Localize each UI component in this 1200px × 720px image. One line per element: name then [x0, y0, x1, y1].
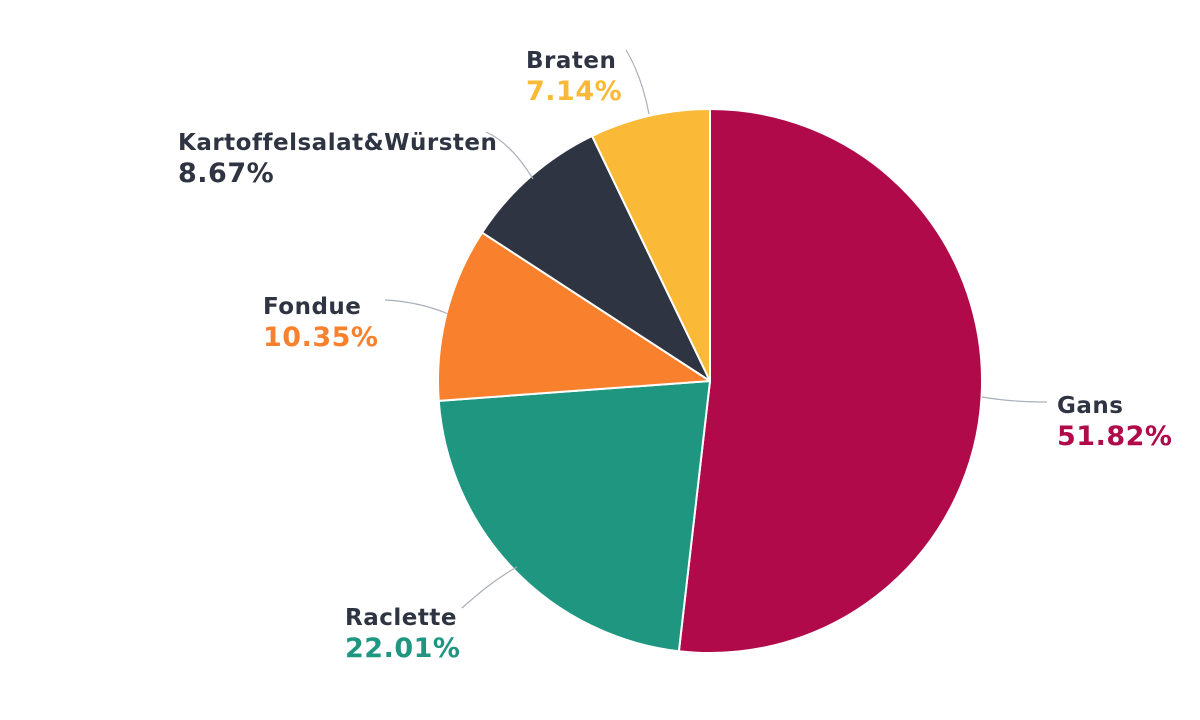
- slice-percent-fondue: 10.35%: [263, 322, 379, 353]
- label-kartoffelsalat-wursten: Kartoffelsalat&Würsten 8.67%: [178, 128, 497, 190]
- leader-line-braten: [625, 49, 650, 115]
- label-fondue: Fondue 10.35%: [263, 292, 378, 354]
- pie-slice-kartoffelsalat-w-rsten: [481, 134, 711, 382]
- slice-percent-gans: 51.82%: [1057, 421, 1173, 452]
- label-gans: Gans 51.82%: [1057, 391, 1172, 453]
- slice-name-raclette: Raclette: [345, 605, 457, 631]
- slice-name-fondue: Fondue: [263, 294, 362, 320]
- slice-name-kartoffelsalat-wursten: Kartoffelsalat&Würsten: [178, 130, 498, 156]
- leader-line-gans: [981, 396, 1048, 403]
- slice-percent-raclette: 22.01%: [345, 633, 461, 664]
- leader-line-fondue: [384, 299, 449, 315]
- slice-percent-kartoffelsalat-wursten: 8.67%: [178, 158, 275, 189]
- leader-lines: [384, 49, 1048, 609]
- pie-slice-raclette: [437, 380, 711, 653]
- leader-line-kartoffelsalat-wursten: [485, 131, 534, 180]
- slice-name-braten: Braten: [526, 48, 617, 74]
- label-braten: Braten 7.14%: [526, 46, 622, 108]
- pie-slice-braten: [591, 108, 711, 382]
- slice-percent-braten: 7.14%: [526, 76, 623, 107]
- pie-slice-gans: [677, 108, 983, 654]
- pie-slices: [437, 108, 983, 654]
- leader-line-raclette: [461, 566, 518, 609]
- label-raclette: Raclette 22.01%: [345, 603, 460, 665]
- slice-name-gans: Gans: [1057, 393, 1124, 419]
